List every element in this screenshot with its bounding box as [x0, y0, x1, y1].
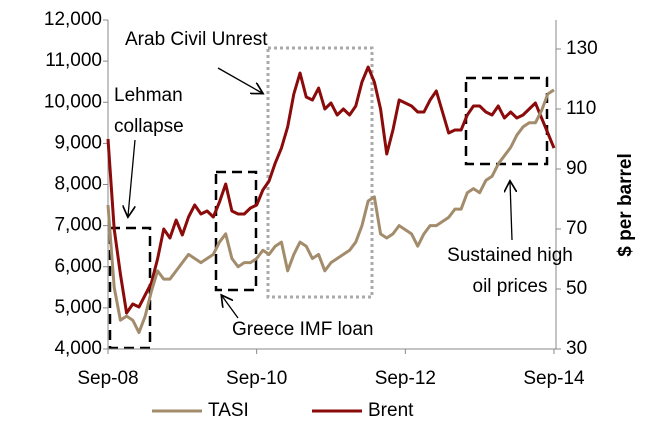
- y2-tick-label: 70: [566, 218, 587, 239]
- annotation: collapse: [114, 116, 184, 137]
- arrow: [217, 67, 262, 93]
- y2-tick-label: 90: [566, 158, 587, 179]
- x-tick-label: Sep-08: [77, 368, 138, 389]
- y2-tick-label: 110: [566, 98, 596, 119]
- annotation: Lehman: [114, 85, 183, 106]
- series-line: [106, 88, 555, 335]
- annotation: Sustained high: [447, 245, 573, 266]
- x-tick-label: Sep-14: [523, 368, 585, 389]
- annotation: Greece IMF loan: [232, 319, 374, 340]
- legend-label: Brent: [368, 400, 414, 421]
- y-tick-label: 6,000: [54, 256, 102, 277]
- y2-tick-label: 30: [566, 338, 587, 359]
- greece-box: [214, 170, 258, 292]
- y-tick-label: 5,000: [54, 297, 102, 318]
- y-tick-label: 9,000: [54, 132, 102, 153]
- arab-box: [266, 46, 374, 299]
- arrow: [510, 182, 512, 241]
- series-line: [106, 65, 556, 315]
- y-tick-label: 4,000: [54, 338, 102, 359]
- y2-tick-label: 50: [566, 278, 587, 299]
- y-tick-label: 7,000: [54, 215, 102, 236]
- y-tick-label: 11,000: [45, 50, 102, 71]
- arrow: [128, 139, 136, 216]
- annotation: Arab Civil Unrest: [125, 29, 268, 50]
- y2-axis-label: $ per barrel: [615, 153, 636, 257]
- x-tick-label: Sep-10: [226, 368, 287, 389]
- x-tick-label: Sep-12: [375, 368, 436, 389]
- annotation: oil prices: [473, 276, 548, 297]
- legend-label: TASI: [208, 400, 249, 421]
- arrow: [222, 296, 239, 319]
- y-tick-label: 10,000: [44, 91, 102, 112]
- y-tick-label: 12,000: [44, 9, 102, 30]
- y2-tick-label: 130: [566, 38, 598, 59]
- y-tick-label: 8,000: [54, 174, 102, 195]
